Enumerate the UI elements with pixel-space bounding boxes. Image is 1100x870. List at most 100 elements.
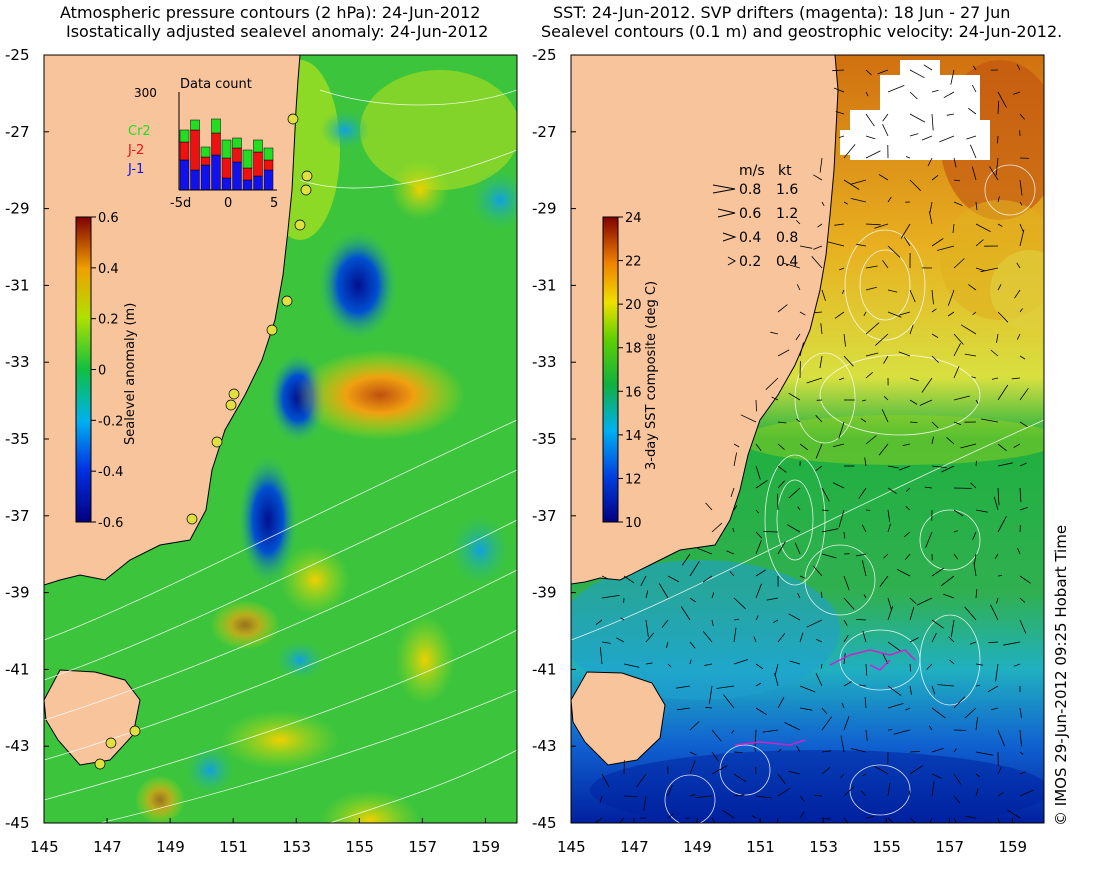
velocity-vector (862, 630, 867, 643)
velocity-vector (931, 567, 944, 577)
velocity-vector (975, 509, 988, 513)
colorbar-tick-label: 14 (625, 429, 642, 444)
velocity-vector (689, 597, 696, 603)
velocity-vector (838, 509, 845, 528)
velocity-vector (903, 236, 911, 247)
velocity-vector (601, 595, 620, 599)
data-count-inset: Data count 300 -5d 0 5 Cr2 J-2 J-1 (127, 77, 278, 211)
velocity-vector (997, 462, 1013, 467)
velocity-vector (667, 575, 680, 583)
velocity-vector (909, 597, 917, 604)
velocity-vector (661, 619, 669, 628)
velocity-vector (953, 817, 957, 823)
velocity-vector (943, 593, 955, 599)
velocity-vector (887, 782, 891, 797)
velocity-vector (1019, 575, 1031, 584)
velocity-vector (980, 267, 999, 273)
velocity-vector (799, 443, 809, 451)
velocity-vector (827, 241, 845, 247)
velocity-vector (1016, 64, 1021, 71)
inset-bar-segment (263, 147, 274, 161)
velocity-vector (975, 684, 981, 687)
velocity-vector (972, 311, 977, 316)
inset-bar-segment (242, 167, 253, 181)
velocity-vector (1013, 443, 1021, 448)
velocity-vector (796, 284, 801, 291)
velocity-vector (878, 174, 889, 181)
velocity-vector (815, 443, 823, 459)
velocity-vector (865, 663, 868, 676)
legend-j1: J-1 (127, 162, 144, 177)
velocity-vector (975, 663, 983, 666)
velocity-vector (815, 465, 823, 472)
velocity-vector (865, 265, 878, 269)
lat-tick-label: -39 (532, 584, 557, 602)
velocity-vector (909, 289, 916, 303)
velocity-vector (879, 575, 889, 587)
velocity-vector (689, 721, 700, 731)
colorbar-tick-label: 12 (625, 472, 642, 487)
velocity-vector (865, 150, 881, 159)
velocity-vector (777, 443, 785, 450)
colorbar-tick-label: 0.4 (98, 262, 119, 277)
velocity-vector (953, 509, 964, 517)
velocity-vector (777, 541, 786, 555)
colorbar-tick-label: 24 (625, 211, 642, 226)
velocity-vector (997, 817, 1001, 823)
lat-tick-label: -33 (532, 353, 557, 371)
velocity-vector (865, 435, 877, 445)
velocity-vector (953, 795, 961, 804)
lon-tick-label: 153 (809, 838, 838, 856)
velocity-vector (733, 505, 738, 511)
velocity-vector (939, 135, 955, 143)
velocity-vector (755, 480, 768, 489)
velocity-vector (877, 69, 889, 75)
velocity-vector (995, 663, 999, 682)
colorbar-tick-label: 0.6 (98, 211, 119, 226)
sla-colorbar-label: Sealevel anomaly (m) (123, 303, 138, 445)
velocity-vector (806, 619, 823, 628)
velocity-vector (896, 569, 911, 577)
velocity-vector (777, 349, 790, 357)
velocity-vector (1019, 308, 1023, 313)
velocity-vector (865, 322, 880, 335)
lon-tick-label: 149 (156, 838, 185, 856)
velocity-vector (1016, 262, 1021, 269)
velocity-vector (875, 333, 889, 346)
velocity-vector (799, 707, 813, 711)
velocity-vector (865, 286, 877, 291)
velocity-key-arrow (722, 232, 737, 242)
velocity-vector (931, 113, 934, 131)
legend-j2: J-2 (127, 143, 144, 158)
velocity-vector (755, 583, 762, 599)
lat-tick-label: -25 (5, 46, 30, 64)
velocity-vector (988, 641, 999, 644)
velocity-vector (689, 659, 692, 665)
velocity-vector (1019, 229, 1025, 247)
inset-bar-segment (179, 129, 190, 143)
velocity-vector (878, 443, 889, 456)
velocity-vector (755, 663, 764, 670)
velocity-vector (952, 223, 955, 234)
velocity-vector (997, 575, 1003, 577)
velocity-vector (839, 267, 845, 271)
lon-tick-label: 147 (93, 838, 122, 856)
inset-xtick-2: 5 (270, 196, 278, 211)
velocity-vector (689, 641, 696, 649)
velocity-vector (832, 69, 845, 72)
velocity-vector (909, 421, 918, 423)
velocity-vector (931, 465, 947, 468)
velocity-vector (881, 409, 889, 423)
lat-tick-label: -31 (5, 276, 30, 294)
velocity-vector (702, 630, 713, 643)
velocity-vector (997, 284, 1002, 291)
velocity-vector (946, 113, 955, 116)
velocity-vector (755, 443, 762, 452)
velocity-vector (931, 89, 939, 93)
sst-colorbar-label: 3-day SST composite (deg C) (644, 281, 659, 470)
velocity-vector (799, 685, 816, 693)
velocity-vector (704, 663, 713, 666)
velocity-vector (705, 706, 713, 709)
velocity-vector (975, 399, 979, 404)
